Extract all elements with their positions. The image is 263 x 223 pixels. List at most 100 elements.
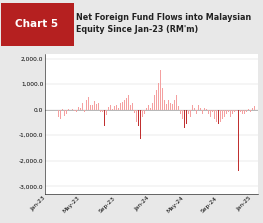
Bar xyxy=(210,110,211,117)
Bar xyxy=(226,110,227,114)
Bar xyxy=(86,100,88,110)
Bar xyxy=(132,103,133,110)
Bar xyxy=(64,110,65,116)
Bar xyxy=(154,95,155,110)
FancyBboxPatch shape xyxy=(1,3,74,46)
Bar xyxy=(168,100,169,110)
Bar xyxy=(100,110,102,112)
Bar xyxy=(160,70,161,110)
Bar xyxy=(98,103,99,110)
Bar xyxy=(158,83,159,110)
Bar xyxy=(172,104,174,110)
Bar xyxy=(252,108,254,110)
Bar xyxy=(164,100,165,110)
Bar xyxy=(112,109,113,110)
Bar xyxy=(82,103,83,110)
Bar xyxy=(72,109,73,110)
Bar xyxy=(134,110,135,113)
Bar xyxy=(216,110,218,122)
Bar xyxy=(250,110,251,112)
Bar xyxy=(162,88,164,110)
Bar xyxy=(94,101,95,110)
Bar xyxy=(126,98,128,110)
Bar xyxy=(104,110,105,126)
Bar xyxy=(170,103,171,110)
Bar xyxy=(244,110,245,114)
Bar xyxy=(230,110,231,117)
Bar xyxy=(88,97,89,110)
Bar xyxy=(124,100,125,110)
Bar xyxy=(140,110,141,139)
Bar xyxy=(120,103,122,110)
Bar xyxy=(224,110,225,117)
Bar xyxy=(138,110,139,126)
Bar xyxy=(248,109,250,110)
Bar xyxy=(90,105,92,110)
Bar xyxy=(68,109,69,110)
Bar xyxy=(192,105,194,110)
Bar xyxy=(62,109,63,110)
Text: Chart 5: Chart 5 xyxy=(15,19,58,29)
Bar xyxy=(242,110,244,114)
Bar xyxy=(228,110,230,112)
Bar xyxy=(240,110,241,112)
Bar xyxy=(204,108,205,110)
Bar xyxy=(116,105,118,110)
Bar xyxy=(236,110,237,111)
Bar xyxy=(214,110,215,120)
Bar xyxy=(232,110,234,114)
Bar xyxy=(174,100,175,110)
Bar xyxy=(130,105,132,110)
Bar xyxy=(238,110,240,171)
Bar xyxy=(178,106,179,110)
Bar xyxy=(220,110,221,122)
Bar xyxy=(188,110,189,114)
Bar xyxy=(136,110,138,122)
Bar xyxy=(152,103,154,110)
Bar xyxy=(156,90,158,110)
Bar xyxy=(84,110,85,112)
Bar xyxy=(186,110,188,124)
Bar xyxy=(96,104,98,110)
Bar xyxy=(146,108,148,110)
Bar xyxy=(200,108,201,110)
Bar xyxy=(254,106,255,110)
Bar xyxy=(208,110,210,114)
Bar xyxy=(110,105,112,110)
Bar xyxy=(166,104,168,110)
Bar xyxy=(212,110,214,112)
Bar xyxy=(74,110,75,111)
Bar xyxy=(106,110,108,115)
Bar xyxy=(58,110,59,117)
Bar xyxy=(102,110,103,112)
Bar xyxy=(246,110,247,112)
Bar xyxy=(92,105,93,110)
Bar xyxy=(78,107,79,110)
Bar xyxy=(180,110,181,114)
Bar xyxy=(66,110,68,114)
Bar xyxy=(150,108,151,110)
Bar xyxy=(142,110,144,117)
Bar xyxy=(190,110,191,117)
Bar xyxy=(202,110,204,114)
Bar xyxy=(80,108,82,110)
Bar xyxy=(118,108,119,110)
Bar xyxy=(184,110,185,128)
Bar xyxy=(128,95,129,110)
Bar xyxy=(234,110,235,112)
Bar xyxy=(76,110,78,112)
Bar xyxy=(176,95,178,110)
Bar xyxy=(144,110,145,114)
Bar xyxy=(148,105,149,110)
Bar xyxy=(60,110,62,119)
Bar xyxy=(196,110,198,114)
Text: Net Foreign Fund Flows into Malaysian
Equity Since Jan-23 (RM'm): Net Foreign Fund Flows into Malaysian Eq… xyxy=(76,13,251,34)
Bar xyxy=(198,105,199,110)
Bar xyxy=(108,107,109,110)
Bar xyxy=(114,106,115,110)
Bar xyxy=(218,110,220,124)
Bar xyxy=(206,109,208,110)
Bar xyxy=(222,110,224,120)
Bar xyxy=(182,110,184,119)
Bar xyxy=(194,108,195,110)
